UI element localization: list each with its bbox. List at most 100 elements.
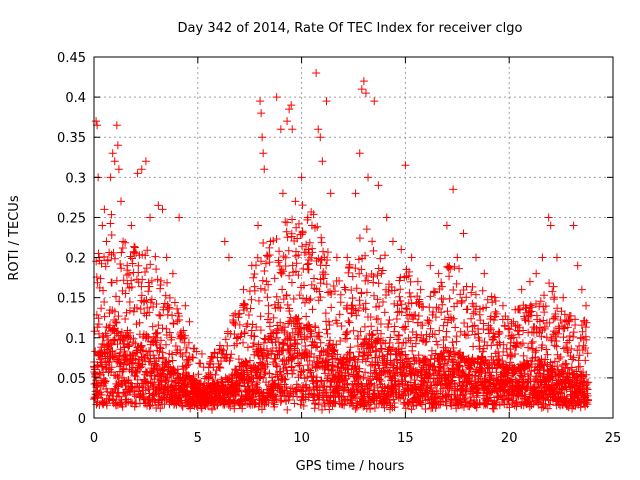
data-point — [110, 157, 119, 166]
data-point — [517, 285, 526, 294]
data-point — [312, 69, 321, 78]
data-point — [453, 253, 462, 262]
data-point — [114, 165, 123, 174]
data-point — [382, 213, 391, 222]
data-point — [276, 125, 285, 134]
data-point — [413, 277, 422, 286]
data-point — [374, 181, 383, 190]
y-tick-label: 0.15 — [57, 292, 86, 307]
data-point — [471, 253, 480, 262]
data-point — [258, 133, 267, 142]
data-point — [100, 205, 109, 214]
data-point — [106, 173, 115, 182]
data-point — [141, 157, 150, 166]
data-point — [259, 149, 268, 158]
data-point — [260, 165, 269, 174]
data-point — [426, 261, 435, 270]
data-point — [351, 189, 360, 198]
data-point — [220, 237, 229, 246]
data-point — [332, 253, 341, 262]
data-point — [162, 253, 171, 262]
y-tick-label: 0.4 — [65, 91, 86, 106]
data-point — [538, 253, 547, 262]
data-point — [146, 213, 155, 222]
data-point — [361, 89, 370, 98]
x-tick-label: 20 — [501, 431, 518, 446]
data-point — [359, 77, 368, 86]
data-point — [326, 189, 335, 198]
data-point — [480, 269, 489, 278]
x-tick-label: 25 — [605, 431, 622, 446]
data-point — [197, 349, 206, 358]
data-point — [318, 157, 327, 166]
data-point — [123, 261, 132, 270]
y-tick-label: 0.05 — [57, 372, 86, 387]
data-point — [112, 121, 121, 130]
data-point — [569, 221, 578, 230]
data-point — [582, 301, 591, 310]
axis-ticks: 0 0.05 0.1 0.15 0.2 0.25 0.3 0.35 0.4 0.45 0 5 10 15 2… — [57, 51, 621, 446]
y-tick-label: 0 — [78, 412, 86, 427]
chart-title: Day 342 of 2014, Rate Of TEC Index for r… — [178, 21, 523, 36]
data-point — [127, 221, 136, 230]
data-point — [388, 237, 397, 246]
data-point — [401, 161, 410, 170]
data-point — [442, 221, 451, 230]
data-point — [92, 117, 101, 126]
y-tick-label: 0.25 — [57, 211, 86, 226]
data-point — [316, 133, 325, 142]
data-point — [357, 85, 366, 94]
data-point — [256, 97, 265, 106]
data-point — [565, 317, 574, 326]
data-point — [231, 309, 240, 318]
data-point — [254, 221, 263, 230]
data-point — [224, 253, 233, 262]
data-point — [137, 165, 146, 174]
data-point — [181, 301, 190, 310]
data-point — [168, 269, 177, 278]
data-point — [314, 125, 323, 134]
x-tick-label: 10 — [293, 431, 310, 446]
y-tick-label: 0.3 — [65, 171, 86, 186]
data-point — [272, 93, 281, 102]
data-point — [546, 221, 555, 230]
data-point — [449, 185, 458, 194]
data-point — [266, 237, 275, 246]
data-point — [307, 221, 316, 230]
x-tick-label: 5 — [194, 431, 202, 446]
data-point — [133, 169, 142, 178]
x-tick-label: 0 — [90, 431, 98, 446]
data-point — [116, 197, 125, 206]
data-point — [154, 201, 163, 210]
data-point — [185, 317, 194, 326]
data-point — [370, 97, 379, 106]
y-tick-label: 0.1 — [65, 332, 86, 347]
data-point — [525, 277, 534, 286]
data-point — [98, 221, 107, 230]
data-point — [355, 149, 364, 158]
data-points — [89, 69, 593, 414]
data-point — [490, 293, 499, 302]
data-point — [322, 97, 331, 106]
data-point — [397, 245, 406, 254]
scatter-cloud — [89, 201, 593, 414]
data-point — [108, 149, 117, 158]
data-point — [407, 253, 416, 262]
x-tick-label: 15 — [397, 431, 414, 446]
data-point — [364, 173, 373, 182]
data-point — [285, 105, 294, 114]
data-point — [459, 229, 468, 238]
data-point — [291, 197, 300, 206]
data-point — [257, 109, 266, 118]
data-point — [288, 125, 297, 134]
data-point — [303, 213, 312, 222]
data-point — [175, 213, 184, 222]
data-point — [434, 269, 443, 278]
data-point — [247, 261, 256, 270]
data-point — [206, 357, 215, 366]
data-point — [343, 253, 352, 262]
data-point — [239, 285, 248, 294]
y-tick-label: 0.45 — [57, 51, 86, 66]
data-point — [278, 189, 287, 198]
